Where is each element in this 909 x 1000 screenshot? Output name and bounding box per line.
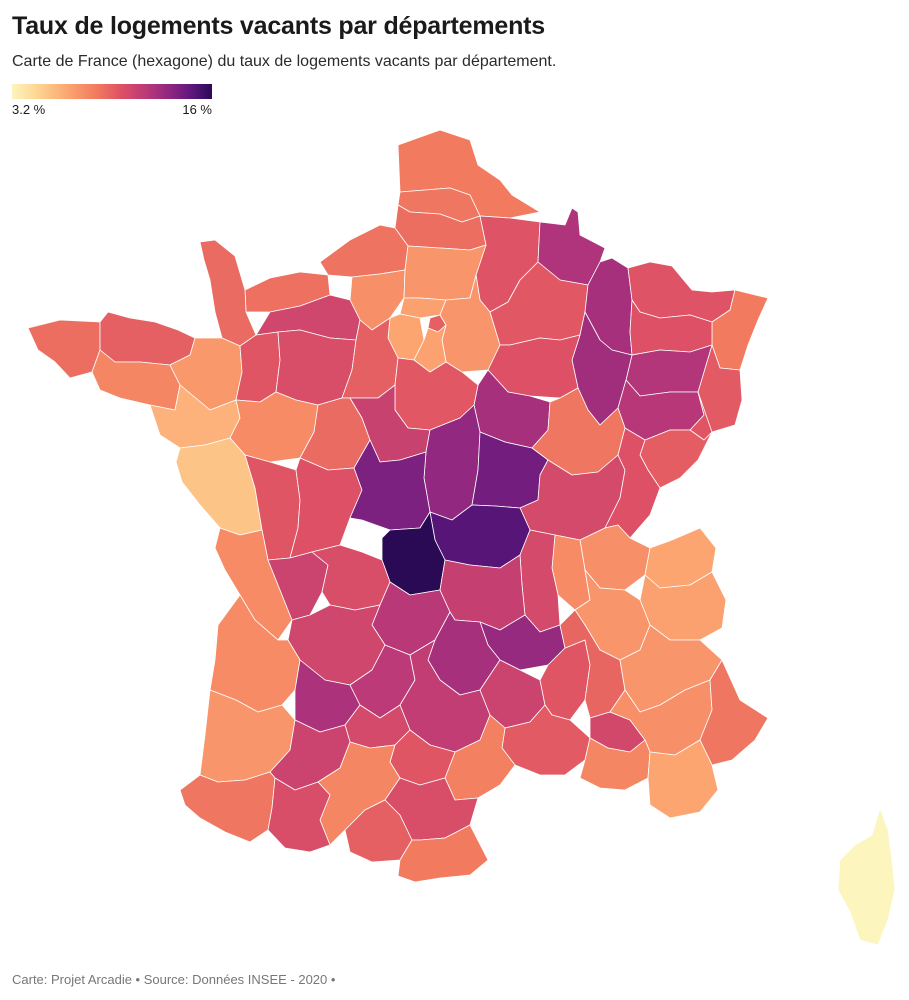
department-aude[interactable] bbox=[384, 777, 479, 841]
department-vienne[interactable] bbox=[289, 457, 363, 559]
department-pyrenees-orientales[interactable] bbox=[397, 824, 489, 883]
source-credit: Carte: Projet Arcadie • Source: Données … bbox=[12, 972, 336, 987]
map-subtitle: Carte de France (hexagone) du taux de lo… bbox=[12, 53, 557, 70]
legend-gradient-bar bbox=[12, 84, 212, 99]
department-cotes-d-armor[interactable] bbox=[99, 311, 196, 366]
department-var[interactable] bbox=[647, 739, 719, 819]
map-title: Taux de logements vacants par départemen… bbox=[12, 12, 545, 40]
department-hautes-pyrenees[interactable] bbox=[267, 777, 331, 853]
department-pyrenees-atlantiques[interactable] bbox=[179, 771, 276, 843]
color-legend: 3.2 % 16 % bbox=[12, 84, 212, 117]
department-corse[interactable] bbox=[837, 807, 896, 946]
department-seine-maritime[interactable] bbox=[319, 224, 409, 278]
legend-max-label: 16 % bbox=[182, 102, 212, 117]
department-charente-maritime[interactable] bbox=[214, 527, 293, 641]
department-alpes-maritimes[interactable] bbox=[699, 659, 769, 766]
legend-min-label: 3.2 % bbox=[12, 102, 46, 117]
department-finistere[interactable] bbox=[27, 319, 101, 379]
